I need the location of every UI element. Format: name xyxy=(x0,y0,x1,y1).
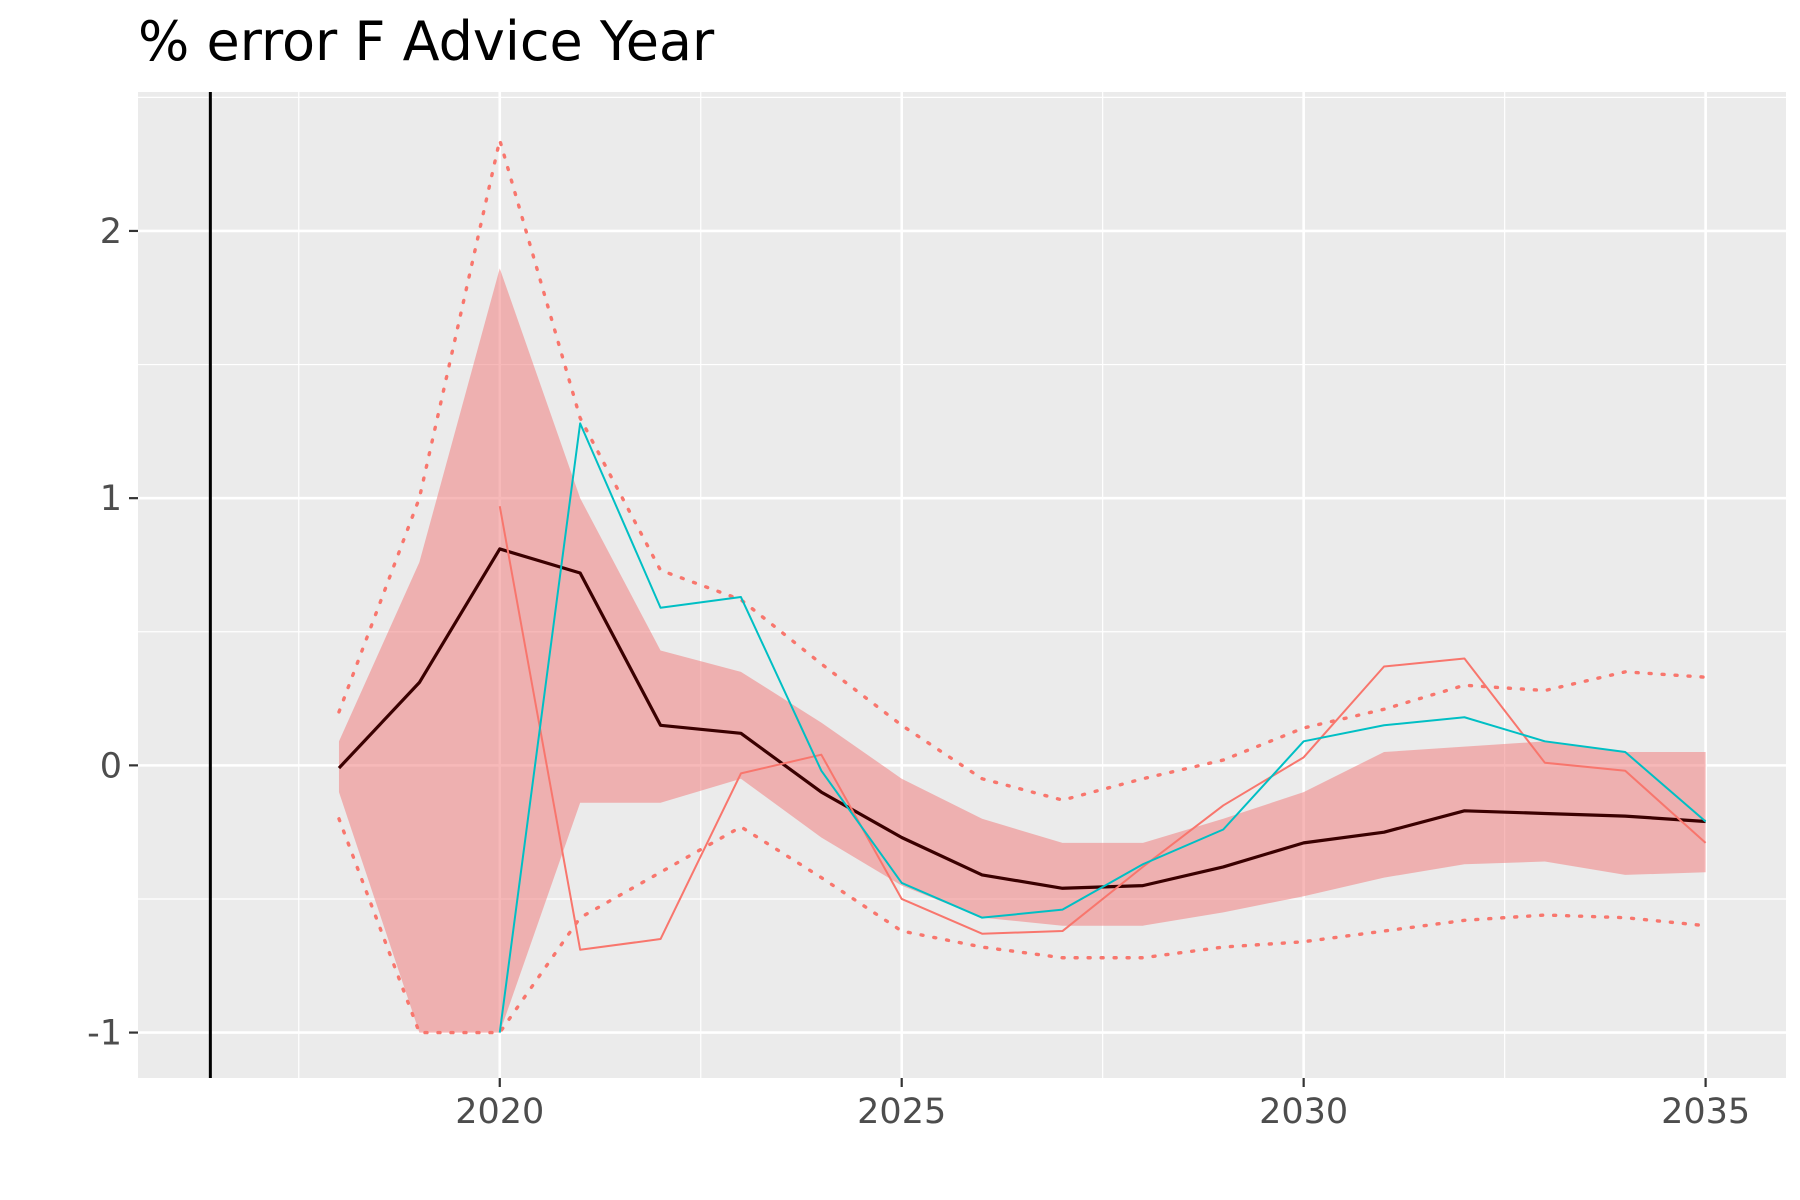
x-tick-label: 2020 xyxy=(455,1092,544,1132)
x-tick-label: 2030 xyxy=(1259,1092,1348,1132)
series-line-red xyxy=(498,505,1707,951)
chart-title: % error F Advice Year xyxy=(138,10,715,73)
y-tick-label: 0 xyxy=(100,746,122,786)
y-tick-label: -1 xyxy=(87,1014,122,1054)
dotted-upper-bound xyxy=(337,139,1708,802)
y-tick-label: 2 xyxy=(100,212,122,252)
dotted-lower-bound xyxy=(337,817,1708,1035)
confidence-band xyxy=(338,268,1706,1033)
confidence-band-layer xyxy=(338,268,1706,1033)
series-lines-layer xyxy=(208,92,1708,1078)
series-line-teal xyxy=(498,422,1707,1033)
axes-layer: -1 0 1 2 2020 2025 2030 2035 xyxy=(87,212,1750,1132)
median-line xyxy=(337,547,1706,890)
x-tick-label: 2025 xyxy=(857,1092,946,1132)
x-tick-label: 2035 xyxy=(1661,1092,1750,1132)
y-tick-label: 1 xyxy=(100,479,122,519)
